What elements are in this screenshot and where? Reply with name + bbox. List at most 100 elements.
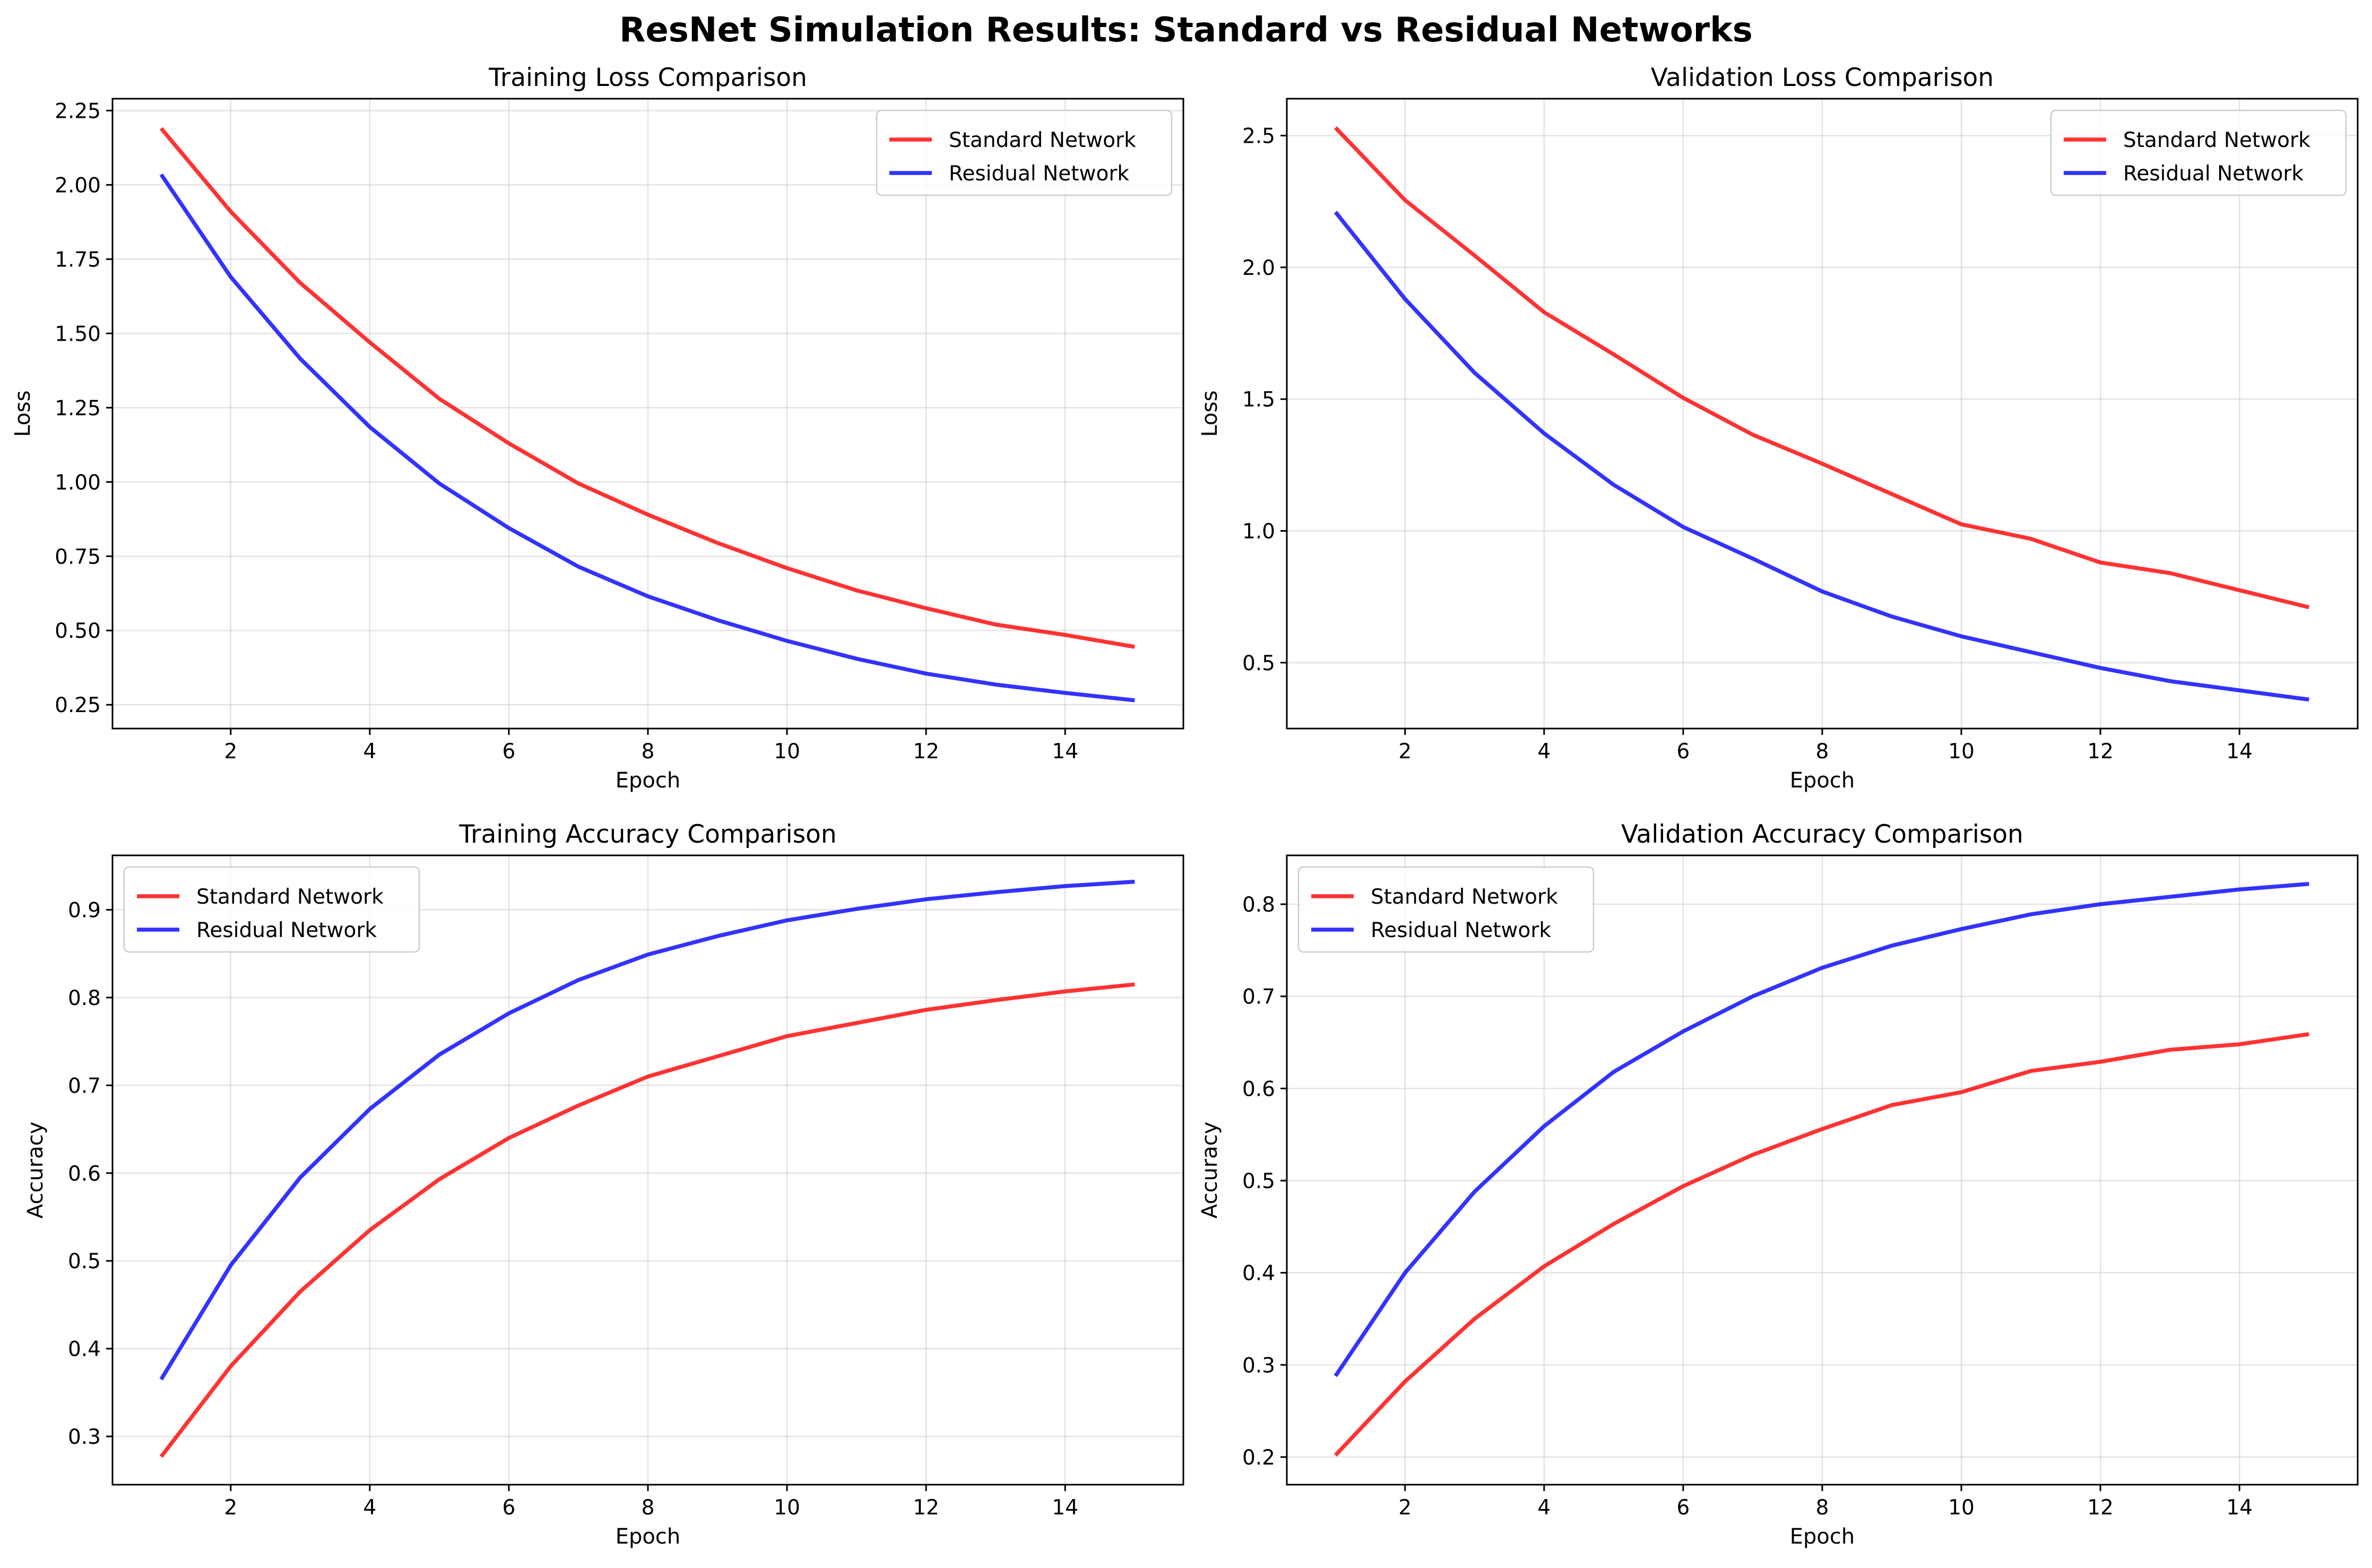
x-tick-label: 2 <box>1398 1496 1412 1520</box>
y-tick-label: 0.7 <box>1242 985 1275 1009</box>
legend: Standard Network Residual Network <box>2050 109 2347 196</box>
plot-area <box>112 855 1183 1485</box>
x-tick-label: 4 <box>363 1496 376 1520</box>
x-tick-label: 14 <box>1052 740 1078 764</box>
series-line-standard-network <box>1334 1032 2309 1457</box>
y-tick-label: 0.7 <box>68 1074 101 1098</box>
y-tick-label: 0.4 <box>1242 1262 1275 1286</box>
legend: Standard Network Residual Network <box>876 109 1173 196</box>
x-tick-label: 6 <box>503 740 516 764</box>
plot-area <box>1287 855 2358 1485</box>
chart-title: Training Accuracy Comparison <box>458 820 836 849</box>
x-axis-label: Epoch <box>616 1524 680 1549</box>
series-line-residual-network <box>1334 211 2309 702</box>
legend-box <box>123 866 420 953</box>
y-axis-label: Loss <box>1198 391 1222 437</box>
y-tick-label: 0.3 <box>1242 1354 1275 1378</box>
x-tick-label: 4 <box>1537 740 1551 764</box>
x-tick-label: 12 <box>913 740 939 764</box>
training-loss-chart: 2 4 6 8 10 12 14 0.25 0.50 0.75 1.00 1.25 1.50 1.75 2.… <box>11 63 1184 793</box>
x-tick-label: 6 <box>1677 740 1690 764</box>
y-tick-label: 0.2 <box>1242 1446 1275 1470</box>
y-tick-label: 0.8 <box>68 986 101 1010</box>
y-tick-label: 2.5 <box>1242 125 1275 149</box>
y-tick-label: 1.50 <box>55 322 101 346</box>
y-tick-label: 1.75 <box>55 248 101 272</box>
x-tick-label: 12 <box>2087 1496 2114 1520</box>
y-tick-label: 1.5 <box>1242 388 1275 412</box>
x-tick-label: 2 <box>224 740 237 764</box>
y-tick-label: 1.0 <box>1242 520 1275 544</box>
legend: Standard Network Residual Network <box>1297 866 1595 953</box>
series-line-standard-network <box>159 982 1135 1458</box>
y-tick-label: 0.50 <box>55 619 101 643</box>
x-tick-label: 8 <box>1816 740 1829 764</box>
x-tick-label: 14 <box>2226 1496 2253 1520</box>
y-tick-label: 2.0 <box>1242 256 1275 280</box>
x-tick-label: 4 <box>363 740 376 764</box>
training-accuracy-chart: 2 4 6 8 10 12 14 0.3 0.4 0.5 0.6 0.7 0.8 0.9 Training … <box>23 820 1184 1549</box>
legend: Standard Network Residual Network <box>123 866 420 953</box>
x-tick-label: 14 <box>1052 1496 1078 1520</box>
x-tick-label: 8 <box>642 740 655 764</box>
x-tick-label: 8 <box>1816 1496 1829 1520</box>
validation-loss-chart: 2 4 6 8 10 12 14 0.5 1.0 1.5 2.0 2.5 Validation Loss… <box>1198 63 2359 793</box>
series-line-standard-network <box>1334 126 2310 610</box>
chart-title: Validation Loss Comparison <box>1651 63 1994 92</box>
series-line-residual-network <box>1334 882 2309 1378</box>
y-tick-label: 0.8 <box>1242 893 1275 917</box>
x-tick-label: 10 <box>1948 740 1975 764</box>
legend-box <box>876 109 1173 196</box>
x-tick-label: 6 <box>503 1496 516 1520</box>
y-tick-label: 1.25 <box>55 396 101 420</box>
validation-accuracy-chart: 2 4 6 8 10 12 14 0.2 0.3 0.4 0.5 0.6 0.7 0.8 Validatio… <box>1198 820 2359 1549</box>
legend-label: Residual Network <box>1371 919 1551 942</box>
y-axis-label: Accuracy <box>23 1122 48 1219</box>
x-tick-label: 12 <box>913 1496 939 1520</box>
y-tick-label: 0.5 <box>1242 1169 1275 1193</box>
y-tick-label: 2.25 <box>55 99 101 123</box>
legend-label: Standard Network <box>1371 885 1558 909</box>
x-tick-label: 2 <box>224 1496 237 1520</box>
y-tick-label: 0.4 <box>68 1338 101 1362</box>
y-tick-label: 0.25 <box>55 694 101 717</box>
x-tick-label: 10 <box>774 1496 800 1520</box>
plot-area <box>1287 99 2358 729</box>
y-tick-label: 0.6 <box>1242 1077 1275 1101</box>
x-tick-label: 6 <box>1677 1496 1690 1520</box>
legend-label: Residual Network <box>2123 162 2304 186</box>
y-tick-label: 0.5 <box>68 1250 101 1274</box>
y-tick-label: 0.6 <box>68 1162 101 1186</box>
x-tick-label: 12 <box>2087 740 2114 764</box>
x-tick-label: 14 <box>2226 740 2253 764</box>
y-tick-label: 0.9 <box>68 899 101 923</box>
chart-title: Training Loss Comparison <box>488 63 807 92</box>
x-axis-label: Epoch <box>1790 768 1855 793</box>
legend-label: Residual Network <box>949 162 1129 186</box>
legend-label: Standard Network <box>949 128 1136 152</box>
series-line-residual-network <box>159 879 1135 1381</box>
legend-label: Standard Network <box>2123 128 2310 152</box>
legend-box <box>1297 866 1595 953</box>
x-tick-label: 4 <box>1537 1496 1551 1520</box>
series-line-standard-network <box>159 127 1135 649</box>
chart-title: Validation Accuracy Comparison <box>1621 820 2023 849</box>
x-tick-label: 8 <box>642 1496 655 1520</box>
y-tick-label: 0.3 <box>68 1425 101 1449</box>
y-tick-label: 2.00 <box>55 174 101 197</box>
x-tick-label: 10 <box>1948 1496 1975 1520</box>
legend-box <box>2050 109 2347 196</box>
y-tick-label: 0.75 <box>55 545 101 569</box>
x-axis-label: Epoch <box>616 768 680 793</box>
x-tick-label: 10 <box>774 740 800 764</box>
legend-label: Standard Network <box>196 885 384 909</box>
x-axis-label: Epoch <box>1790 1524 1855 1549</box>
x-tick-label: 2 <box>1398 740 1412 764</box>
plot-area <box>112 99 1183 729</box>
figure-suptitle: ResNet Simulation Results: Standard vs R… <box>619 11 1753 50</box>
legend-label: Residual Network <box>196 919 377 942</box>
y-tick-label: 1.00 <box>55 471 101 495</box>
y-tick-label: 0.5 <box>1242 652 1275 675</box>
y-axis-label: Loss <box>11 391 35 437</box>
